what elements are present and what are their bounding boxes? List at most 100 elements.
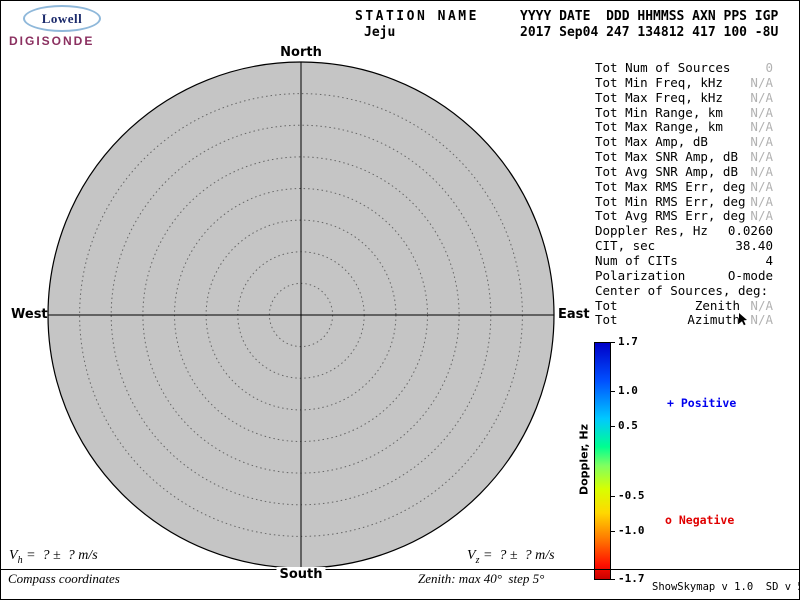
- stat-value: 0: [765, 60, 773, 75]
- crosshair: [48, 62, 554, 568]
- stat-row: Tot Num of Sources 0: [595, 60, 774, 76]
- compass-label-east: East: [558, 307, 590, 322]
- stat-section-header: Center of Sources, deg:: [595, 282, 774, 299]
- stat-label: Tot Max RMS Err, deg: [595, 178, 746, 194]
- stat-value: N/A: [750, 119, 773, 135]
- stat-row: Tot Min Freq, kHz N/A: [595, 74, 774, 91]
- horizontal-velocity-readout: Vh = ? ± ? m/s: [9, 548, 98, 566]
- datetime-values: 2017 Sep04 247 134812 417 100 -8U: [520, 25, 779, 40]
- vz-symbol: V: [467, 548, 476, 563]
- stat-value: N/A: [750, 163, 773, 179]
- lowell-logo-oval: Lowell: [23, 5, 101, 32]
- plus-marker-icon: +: [667, 396, 674, 410]
- legend-positive: + Positive: [667, 396, 736, 410]
- stat-row: Tot Max Amp, dB N/A: [595, 134, 774, 150]
- stat-row: Tot Max RMS Err, deg N/A: [595, 178, 774, 195]
- stat-label: Tot Min Range, km: [595, 104, 723, 120]
- stat-value: N/A: [750, 297, 773, 313]
- vertical-velocity-readout: Vz = ? ± ? m/s: [467, 548, 555, 566]
- doppler-colorbar: 1.7 1.0 0.5 -0.5 -1.0 -1.7: [594, 335, 658, 585]
- colorbar-tick: [611, 342, 615, 343]
- colorbar-tick-label: 1.7: [618, 335, 638, 348]
- statistics-panel: Tot Num of Sources 0 Tot Min Freq, kHz N/A…: [595, 60, 774, 328]
- stat-value: O-mode: [727, 267, 773, 283]
- stat-row: Tot Azimuth N/A: [595, 312, 774, 328]
- stat-row: Tot Zenith N/A: [595, 297, 774, 314]
- vh-symbol: V: [9, 548, 18, 563]
- stat-label: Doppler Res, Hz: [595, 223, 708, 239]
- stat-value: N/A: [750, 149, 773, 165]
- colorbar-tick: [611, 496, 615, 497]
- compass-label-west: West: [11, 307, 48, 322]
- stat-row: Doppler Res, Hz 0.0260: [595, 223, 774, 239]
- vh-subscript: h: [17, 554, 23, 566]
- stat-value: 38.40: [735, 238, 773, 254]
- stat-row: Tot Avg SNR Amp, dB N/A: [595, 163, 774, 180]
- stat-label: Tot: [595, 312, 618, 328]
- station-name-value: Jeju: [364, 25, 396, 40]
- stat-row: Tot Max SNR Amp, dB N/A: [595, 149, 774, 165]
- stat-row: Tot Min RMS Err, deg N/A: [595, 193, 774, 210]
- stat-row: Polarization O-mode: [595, 267, 774, 284]
- stat-label: Tot: [595, 297, 618, 313]
- legend-negative: o Negative: [665, 513, 734, 527]
- vh-value: = ? ± ? m/s: [22, 548, 98, 563]
- stat-row: Num of CITs 4: [595, 252, 774, 269]
- stat-value: 0.0260: [727, 223, 773, 239]
- stat-value: N/A: [750, 178, 773, 194]
- stat-label: Tot Min RMS Err, deg: [595, 193, 746, 209]
- lowell-digisonde-logo: Lowell DIGISONDE: [9, 5, 119, 48]
- stat-label: Tot Avg RMS Err, deg: [595, 208, 746, 224]
- mouse-cursor: [739, 313, 747, 326]
- colorbar-tick-label: -1.7: [618, 572, 645, 585]
- colorbar-tick: [611, 391, 615, 392]
- stat-sublabel: Azimuth: [687, 312, 740, 328]
- colorbar-tick-label: -1.0: [618, 524, 645, 537]
- stat-value: N/A: [750, 104, 773, 120]
- stat-value: N/A: [750, 312, 773, 328]
- stat-label: Tot Max Range, km: [595, 119, 723, 135]
- stat-row: Tot Min Range, km N/A: [595, 104, 774, 121]
- stat-sublabel: Zenith: [694, 297, 740, 313]
- colorbar-tick: [611, 426, 615, 427]
- stat-label: Num of CITs: [595, 252, 678, 268]
- legend-negative-label: Negative: [671, 513, 735, 527]
- digisonde-wordmark: DIGISONDE: [9, 34, 95, 48]
- stat-row: Tot Avg RMS Err, deg N/A: [595, 209, 774, 224]
- colorbar-tick-label: 1.0: [618, 384, 638, 397]
- stat-row: Tot Max Range, km N/A: [595, 120, 774, 135]
- compass-label-south: South: [276, 567, 326, 582]
- vz-subscript: z: [475, 554, 480, 566]
- stat-label: Tot Max Freq, kHz: [595, 89, 723, 105]
- stat-label: Center of Sources, deg:: [595, 282, 769, 298]
- colorbar-gradient: [594, 342, 611, 580]
- stat-value: 4: [765, 252, 773, 268]
- stat-value: N/A: [750, 208, 773, 224]
- stat-label: Tot Min Freq, kHz: [595, 74, 723, 90]
- version-note: ShowSkymap v 1.0 SD v 5.0: [652, 581, 800, 593]
- stat-label: Tot Num of Sources: [595, 60, 731, 75]
- stat-value: N/A: [750, 193, 773, 209]
- colorbar-tick-label: 0.5: [618, 419, 638, 432]
- stat-label: Polarization: [595, 267, 686, 283]
- legend-positive-label: Positive: [673, 396, 737, 410]
- stat-label: Tot Avg SNR Amp, dB: [595, 163, 738, 179]
- vz-value: = ? ± ? m/s: [479, 548, 555, 563]
- stat-row: CIT, sec 38.40: [595, 238, 774, 254]
- colorbar-tick-label: -0.5: [618, 489, 645, 502]
- stat-row: Tot Max Freq, kHz N/A: [595, 89, 774, 106]
- stat-value: N/A: [750, 134, 773, 150]
- doppler-axis-label: Doppler, Hz: [577, 423, 591, 496]
- stat-label: Tot Max SNR Amp, dB: [595, 149, 738, 165]
- coordinates-note: Compass coordinates: [8, 571, 120, 586]
- colorbar-tick: [611, 579, 615, 580]
- lowell-brand-text: Lowell: [41, 10, 83, 26]
- skymap-plot: [47, 61, 555, 569]
- stat-label: Tot Max Amp, dB: [595, 134, 708, 150]
- stat-label: CIT, sec: [595, 238, 656, 254]
- zenith-scale-note: Zenith: max 40° step 5°: [418, 571, 545, 586]
- compass-label-north: North: [280, 45, 322, 60]
- colorbar-tick: [611, 531, 615, 532]
- stat-value: N/A: [750, 74, 773, 90]
